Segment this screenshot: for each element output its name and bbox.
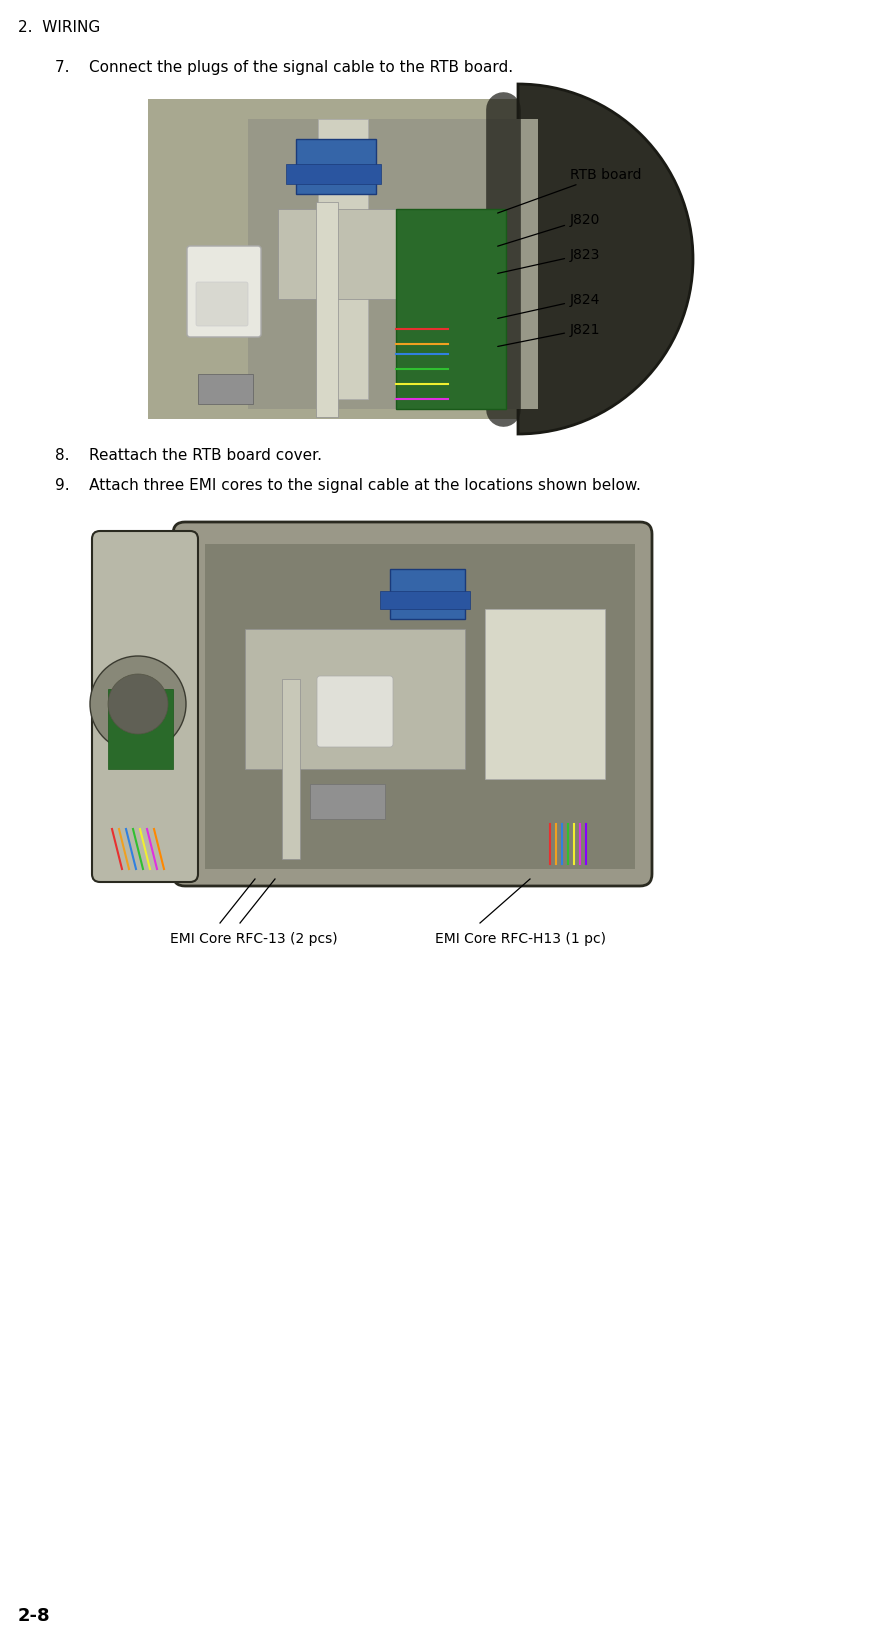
FancyBboxPatch shape: [316, 203, 338, 418]
FancyBboxPatch shape: [485, 610, 605, 780]
FancyBboxPatch shape: [296, 139, 376, 195]
FancyBboxPatch shape: [278, 210, 428, 300]
Text: 2.  WIRING: 2. WIRING: [18, 20, 100, 34]
Text: J821: J821: [498, 323, 601, 347]
FancyBboxPatch shape: [317, 677, 393, 747]
Circle shape: [108, 675, 168, 734]
FancyBboxPatch shape: [148, 100, 538, 420]
FancyBboxPatch shape: [205, 544, 635, 869]
FancyBboxPatch shape: [380, 592, 470, 610]
FancyBboxPatch shape: [286, 166, 381, 185]
FancyBboxPatch shape: [396, 210, 506, 410]
FancyBboxPatch shape: [282, 680, 300, 859]
FancyBboxPatch shape: [187, 247, 261, 338]
Text: J824: J824: [498, 293, 601, 320]
Text: EMI Core RFC-13 (2 pcs): EMI Core RFC-13 (2 pcs): [170, 931, 338, 946]
Text: J820: J820: [498, 213, 601, 247]
Circle shape: [90, 657, 186, 752]
Text: RTB board: RTB board: [498, 167, 641, 215]
FancyBboxPatch shape: [245, 629, 465, 770]
Text: J823: J823: [498, 247, 601, 274]
Text: 9.    Attach three EMI cores to the signal cable at the locations shown below.: 9. Attach three EMI cores to the signal …: [55, 477, 641, 493]
FancyBboxPatch shape: [318, 120, 368, 400]
FancyBboxPatch shape: [310, 785, 385, 820]
FancyBboxPatch shape: [108, 690, 173, 770]
FancyBboxPatch shape: [173, 523, 652, 887]
FancyBboxPatch shape: [100, 529, 650, 890]
Text: 7.    Connect the plugs of the signal cable to the RTB board.: 7. Connect the plugs of the signal cable…: [55, 61, 513, 75]
Text: EMI Core RFC-H13 (1 pc): EMI Core RFC-H13 (1 pc): [435, 931, 606, 946]
FancyBboxPatch shape: [92, 531, 198, 882]
FancyBboxPatch shape: [248, 120, 538, 410]
FancyBboxPatch shape: [198, 375, 253, 405]
Text: 2-8: 2-8: [18, 1606, 51, 1624]
FancyBboxPatch shape: [390, 570, 465, 620]
FancyBboxPatch shape: [196, 284, 248, 326]
Wedge shape: [518, 85, 693, 434]
Text: 8.    Reattach the RTB board cover.: 8. Reattach the RTB board cover.: [55, 447, 322, 462]
